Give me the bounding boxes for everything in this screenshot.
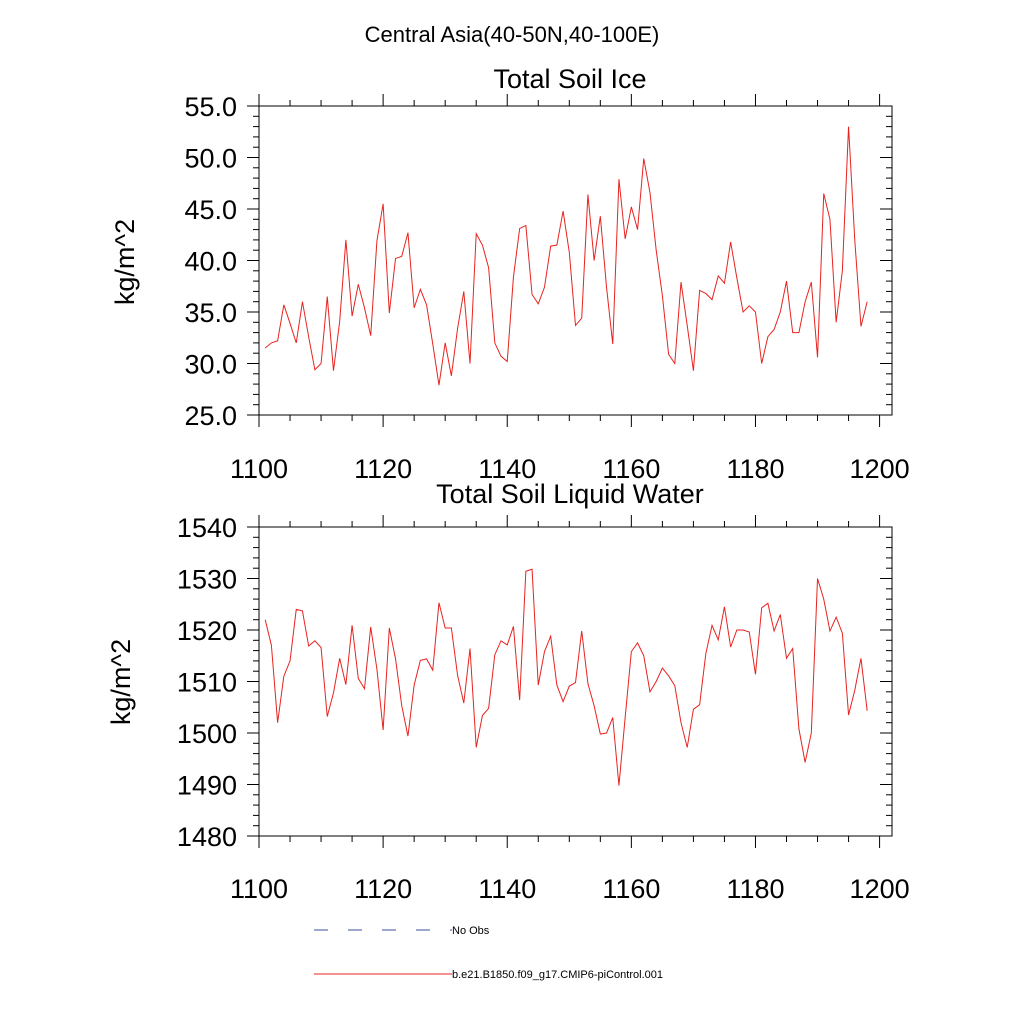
x-tick-label: 1120	[354, 874, 412, 904]
ticks-soil-ice	[247, 94, 892, 427]
y-tick-label: 30.0	[184, 350, 237, 380]
y-tick-label: 45.0	[184, 195, 237, 225]
ticks-soil-liquid-water	[247, 515, 892, 848]
y-tick-label: 1500	[177, 719, 237, 749]
y-tick-label: 1540	[177, 513, 237, 543]
x-tick-label: 1200	[850, 874, 910, 904]
main-title: Central Asia(40-50N,40-100E)	[365, 22, 660, 47]
y-tick-label: 35.0	[184, 298, 237, 328]
legend-label-picontrol: b.e21.B1850.f09_g17.CMIP6-piControl.001	[452, 969, 663, 981]
y-tick-label: 55.0	[184, 92, 237, 122]
y-tick-label: 1510	[177, 668, 237, 698]
x-tick-label: 1180	[726, 874, 784, 904]
x-tick-label: 1140	[478, 454, 536, 484]
x-tick-label: 1120	[354, 454, 412, 484]
panel-title-soil-ice: Total Soil Ice	[493, 64, 646, 94]
legend-entry-picontrol: b.e21.B1850.f09_g17.CMIP6-piControl.001	[314, 969, 663, 981]
legend-entry-no-obs: No Obs	[314, 925, 490, 937]
tick-labels-soil-ice: 1100 1120 1140 1160 1180 1200 25.0 30.0 35.0 40.0…	[184, 92, 909, 484]
series-line-soil-liquid-water	[264, 568, 868, 786]
y-tick-label: 1490	[177, 771, 237, 801]
y-tick-label: 1480	[177, 822, 237, 852]
y-axis-label-soil-ice: kg/m^2	[110, 219, 140, 305]
x-tick-label: 1140	[478, 874, 536, 904]
x-tick-label: 1100	[230, 874, 288, 904]
tick-labels-soil-liquid-water: 1100 1120 1140 1160 1180 1200 1480 1490 1500 1510…	[177, 513, 910, 904]
panel-soil-ice: Total Soil Ice 1100 1120 1140 1160 1180 1200 2…	[110, 64, 910, 484]
y-tick-label: 50.0	[184, 144, 237, 174]
x-tick-label: 1200	[850, 454, 910, 484]
legend: No Obs b.e21.B1850.f09_g17.CMIP6-piContr…	[314, 925, 663, 981]
series-line-soil-ice	[264, 126, 868, 386]
y-tick-label: 40.0	[184, 247, 237, 277]
x-tick-label: 1160	[602, 874, 660, 904]
x-tick-label: 1100	[230, 454, 288, 484]
x-tick-label: 1180	[726, 454, 784, 484]
legend-label-no-obs: No Obs	[452, 925, 490, 937]
y-tick-label: 1520	[177, 616, 237, 646]
panel-soil-liquid-water: Total Soil Liquid Water 1100 1120 1140 1160…	[106, 479, 910, 904]
y-axis-label-soil-liquid-water: kg/m^2	[106, 639, 136, 725]
y-tick-label: 1530	[177, 565, 237, 595]
panel-title-soil-liquid-water: Total Soil Liquid Water	[436, 479, 704, 509]
y-tick-label: 25.0	[184, 401, 237, 431]
x-tick-label: 1160	[602, 454, 660, 484]
